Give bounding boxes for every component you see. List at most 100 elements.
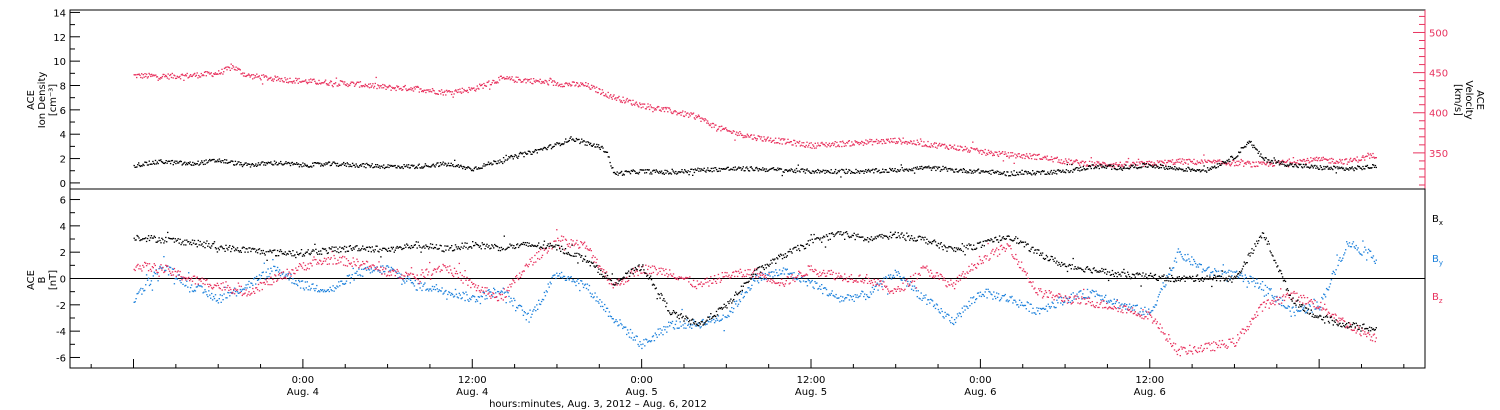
data-point: [771, 140, 773, 142]
data-point: [243, 288, 245, 291]
data-point: [185, 164, 187, 166]
data-point: [439, 290, 441, 292]
data-point: [750, 134, 752, 137]
data-point: [298, 263, 301, 265]
data-point: [214, 161, 216, 163]
data-point: [308, 268, 310, 270]
data-point: [717, 128, 720, 130]
data-point: [922, 297, 924, 299]
data-point: [481, 296, 483, 298]
data-point: [651, 265, 654, 267]
data-point: [827, 144, 829, 146]
data-point: [429, 278, 432, 280]
data-point: [262, 271, 264, 273]
data-point: [892, 138, 894, 140]
data-point: [611, 167, 613, 169]
data-point: [342, 283, 344, 285]
data-point: [448, 90, 450, 92]
data-point: [1032, 307, 1034, 309]
data-point: [1248, 282, 1250, 284]
data-point: [1240, 272, 1243, 274]
data-point: [416, 86, 418, 88]
data-point: [353, 279, 355, 281]
data-point: [357, 81, 359, 83]
data-point: [333, 254, 335, 257]
data-point: [1353, 158, 1355, 160]
data-point: [1143, 162, 1145, 164]
data-point: [680, 276, 682, 278]
data-point: [1207, 267, 1209, 269]
data-point: [1014, 153, 1016, 155]
data-point: [1166, 162, 1168, 164]
data-point: [534, 149, 537, 151]
data-point: [429, 288, 431, 290]
data-point: [657, 272, 659, 274]
data-point: [999, 299, 1002, 301]
data-point: [233, 68, 236, 71]
data-point: [193, 275, 196, 277]
data-point: [1109, 299, 1112, 301]
data-point: [850, 145, 852, 147]
data-point: [954, 321, 957, 324]
data-point: [634, 271, 636, 273]
data-point: [1089, 165, 1092, 167]
data-point: [977, 169, 979, 171]
data-point: [926, 303, 928, 305]
data-point: [267, 283, 269, 286]
data-point: [560, 143, 562, 146]
data-point: [869, 171, 871, 173]
data-point: [467, 166, 469, 168]
data-point: [256, 289, 259, 291]
data-point: [1098, 294, 1100, 296]
data-point: [1062, 304, 1064, 306]
data-point: [265, 279, 267, 281]
data-point: [758, 277, 761, 279]
data-point: [281, 278, 284, 280]
data-point: [839, 169, 841, 171]
data-point: [465, 291, 467, 293]
data-point: [643, 169, 645, 171]
data-point: [1081, 298, 1083, 300]
data-point: [817, 144, 820, 146]
data-point: [341, 280, 343, 282]
data-point: [672, 111, 675, 113]
data-point: [1262, 157, 1264, 159]
data-point: [699, 117, 701, 119]
data-point: [1296, 166, 1298, 168]
data-point: [1152, 306, 1155, 308]
data-point: [999, 171, 1001, 173]
data-point: [466, 294, 468, 296]
data-point: [345, 165, 348, 167]
data-point: [256, 165, 258, 167]
data-point: [287, 82, 289, 84]
data-point: [1171, 267, 1174, 269]
data-point: [779, 282, 782, 284]
data-point: [804, 274, 807, 276]
data-point: [634, 339, 636, 341]
data-point: [387, 87, 389, 89]
data-point: [1025, 171, 1028, 173]
data-point: [1171, 159, 1174, 161]
data-point: [850, 170, 853, 173]
data-point: [1241, 275, 1244, 277]
data-point: [882, 168, 884, 170]
data-point: [749, 269, 751, 271]
data-point: [1315, 156, 1318, 158]
data-point: [1015, 157, 1017, 159]
data-point: [423, 89, 425, 91]
data-point: [728, 130, 730, 132]
data-point: [255, 287, 258, 289]
data-point: [560, 276, 562, 278]
data-point: [291, 282, 293, 284]
data-point: [379, 167, 381, 169]
data-point: [1366, 155, 1368, 157]
data-point: [523, 156, 525, 158]
data-point: [947, 148, 949, 150]
data-point: [1118, 302, 1120, 304]
data-point: [1212, 271, 1214, 273]
data-point: [143, 164, 145, 167]
data-point: [626, 171, 628, 173]
data-point: [332, 263, 334, 265]
data-point: [448, 165, 451, 167]
data-point: [808, 170, 810, 172]
